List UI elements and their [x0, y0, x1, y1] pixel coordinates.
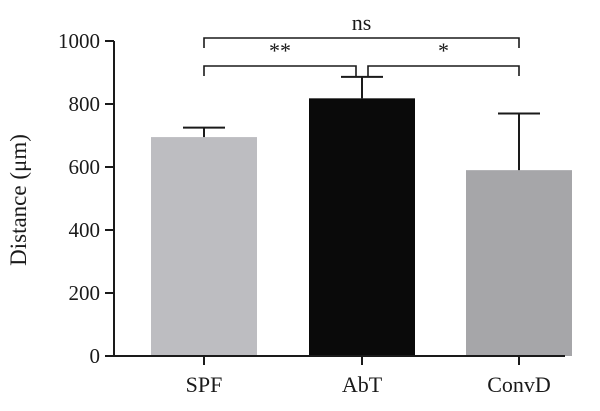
y-tick-label: 400: [69, 218, 101, 242]
bar-abt: [309, 98, 415, 356]
x-tick-label-abt: AbT: [342, 372, 383, 397]
significance-bracket: [203, 65, 357, 76]
significance-bracket: [203, 37, 520, 48]
y-tick-label: 800: [69, 92, 101, 116]
bar-convd: [466, 170, 572, 356]
x-axis: SPF AbT ConvD: [114, 355, 565, 397]
y-axis-label: Distance (μm): [6, 134, 31, 266]
significance-annotations: ** *ns: [203, 10, 520, 76]
significance-bracket: [367, 65, 520, 76]
y-tick-label: 0: [90, 344, 101, 368]
bars: [151, 98, 572, 356]
significance-label: **: [269, 38, 291, 63]
bar-spf: [151, 137, 257, 356]
x-tick-label-spf: SPF: [186, 372, 223, 397]
significance-label: *: [438, 38, 449, 63]
significance-label: ns: [352, 10, 372, 35]
y-tick-label: 200: [69, 281, 101, 305]
x-tick-label-convd: ConvD: [487, 372, 551, 397]
y-tick-label: 600: [69, 155, 101, 179]
error-bars: [183, 75, 540, 171]
y-tick-label: 1000: [58, 29, 100, 53]
y-axis: 0 200 400 600 800 1000: [58, 29, 115, 368]
